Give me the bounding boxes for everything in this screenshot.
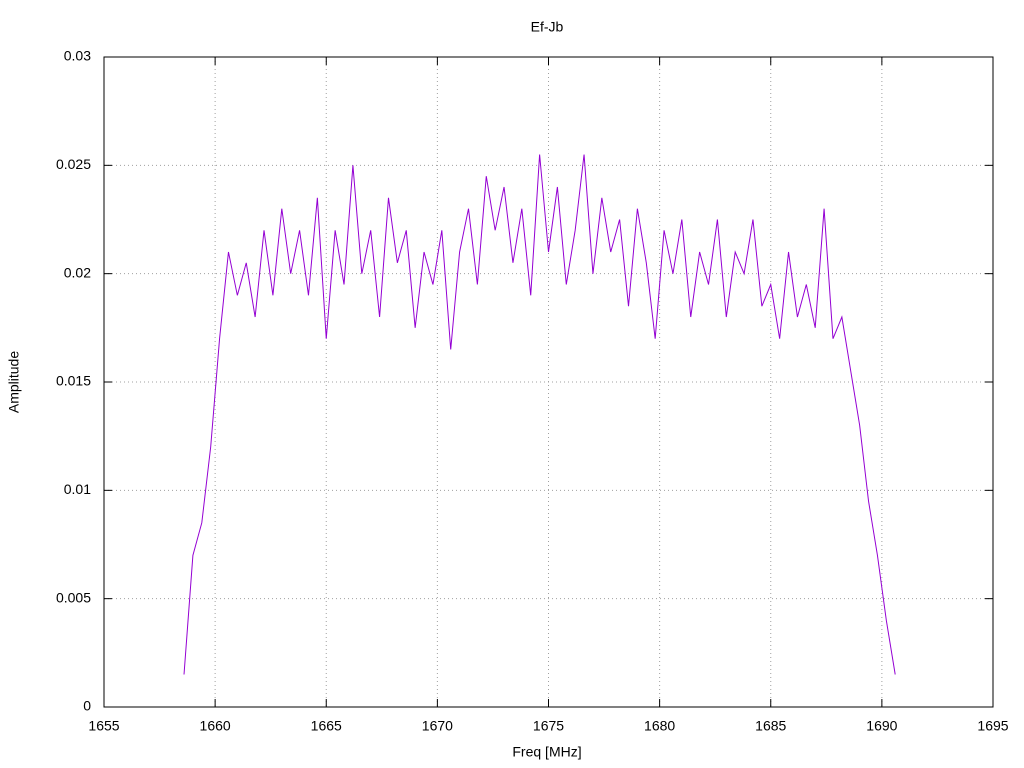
x-tick-label: 1685 — [755, 718, 786, 734]
x-tick-label: 1695 — [977, 718, 1008, 734]
x-tick-label: 1655 — [88, 718, 119, 734]
y-tick-label: 0.03 — [64, 48, 91, 64]
x-tick-label: 1670 — [422, 718, 453, 734]
y-tick-label: 0.025 — [56, 156, 91, 172]
y-tick-label: 0.02 — [64, 264, 91, 280]
y-tick-label: 0 — [83, 698, 91, 714]
y-tick-label: 0.005 — [56, 589, 91, 605]
y-axis-label: Amplitude — [6, 351, 22, 413]
y-tick-label: 0.015 — [56, 373, 91, 389]
plot-frame — [103, 56, 994, 708]
x-tick-label: 1660 — [200, 718, 231, 734]
x-tick-label: 1675 — [533, 718, 564, 734]
x-axis-label: Freq [MHz] — [512, 744, 581, 760]
x-tick-label: 1690 — [866, 718, 897, 734]
y-tick-label: 0.01 — [64, 481, 91, 497]
chart-title: Ef-Jb — [531, 19, 564, 35]
data-line — [183, 154, 896, 675]
x-tick-label: 1680 — [644, 718, 675, 734]
x-tick-label: 1665 — [311, 718, 342, 734]
